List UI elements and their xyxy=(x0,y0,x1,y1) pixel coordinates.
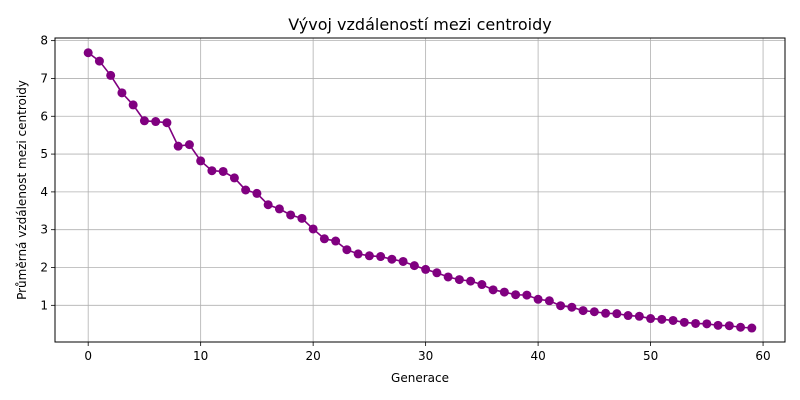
data-point xyxy=(736,322,746,332)
x-tick-label: 20 xyxy=(306,349,321,363)
data-point xyxy=(286,210,296,220)
data-point xyxy=(724,321,734,331)
y-tick-label: 3 xyxy=(40,223,48,237)
y-tick-label: 4 xyxy=(40,185,48,199)
data-point xyxy=(173,141,183,151)
data-point xyxy=(139,116,149,126)
data-point xyxy=(454,275,464,285)
x-axis-ticks: 0 10 20 30 40 50 60 xyxy=(84,342,771,363)
data-point xyxy=(263,200,273,210)
x-tick-label: 50 xyxy=(643,349,658,363)
data-point xyxy=(342,245,352,255)
y-axis-label: Průměrná vzdálenost mezi centroidy xyxy=(15,80,29,300)
data-point xyxy=(184,140,194,150)
data-point xyxy=(578,306,588,316)
data-point xyxy=(207,166,217,176)
data-point xyxy=(533,294,543,304)
grid xyxy=(55,38,785,342)
data-point xyxy=(151,117,161,127)
y-tick-label: 7 xyxy=(40,71,48,85)
data-point xyxy=(713,320,723,330)
data-point xyxy=(229,173,239,183)
y-tick-label: 5 xyxy=(40,147,48,161)
data-point xyxy=(83,48,93,58)
data-point xyxy=(691,318,701,328)
data-point xyxy=(128,100,138,110)
data-point xyxy=(387,254,397,264)
x-tick-label: 60 xyxy=(755,349,770,363)
data-point xyxy=(297,213,307,223)
x-tick-label: 10 xyxy=(193,349,208,363)
data-point xyxy=(589,307,599,317)
data-point xyxy=(443,272,453,282)
data-point xyxy=(668,315,678,325)
data-point xyxy=(702,319,712,329)
series-line xyxy=(87,52,752,329)
data-point xyxy=(657,314,667,324)
data-point xyxy=(196,156,206,166)
plot-frame xyxy=(54,37,786,343)
data-point xyxy=(218,166,228,176)
x-tick-label: 40 xyxy=(530,349,545,363)
data-point xyxy=(162,118,172,128)
y-axis-ticks: 1 2 3 4 5 6 7 8 xyxy=(40,34,55,312)
data-point xyxy=(488,285,498,295)
data-point xyxy=(679,317,689,327)
data-point xyxy=(319,234,329,244)
data-point xyxy=(511,290,521,300)
data-point xyxy=(398,256,408,266)
data-point xyxy=(522,290,532,300)
data-point xyxy=(544,296,554,306)
data-point xyxy=(376,252,386,262)
data-point xyxy=(646,314,656,324)
data-point xyxy=(241,185,251,195)
data-point xyxy=(499,287,509,297)
data-point xyxy=(556,301,566,311)
data-point xyxy=(466,276,476,286)
x-tick-label: 30 xyxy=(418,349,433,363)
data-point xyxy=(409,261,419,271)
y-tick-label: 6 xyxy=(40,109,48,123)
data-point xyxy=(106,70,116,80)
data-point xyxy=(274,204,284,214)
data-point xyxy=(601,308,611,318)
chart-title: Vývoj vzdáleností mezi centroidy xyxy=(288,15,551,34)
y-tick-label: 8 xyxy=(40,34,48,48)
data-point xyxy=(331,236,341,246)
data-point xyxy=(634,311,644,321)
data-point xyxy=(567,302,577,312)
data-point xyxy=(747,323,757,333)
data-point xyxy=(477,280,487,290)
data-point xyxy=(308,224,318,234)
x-tick-label: 0 xyxy=(84,349,92,363)
data-point xyxy=(353,249,363,259)
data-point xyxy=(432,268,442,278)
data-point xyxy=(612,309,622,319)
data-point xyxy=(364,251,374,261)
x-axis-label: Generace xyxy=(391,371,449,385)
data-point xyxy=(94,56,104,66)
data-point xyxy=(117,88,127,98)
y-tick-label: 1 xyxy=(40,298,48,312)
y-tick-label: 2 xyxy=(40,261,48,275)
data-series xyxy=(83,48,757,333)
data-point xyxy=(421,264,431,274)
data-point xyxy=(252,188,262,198)
data-point xyxy=(623,311,633,321)
